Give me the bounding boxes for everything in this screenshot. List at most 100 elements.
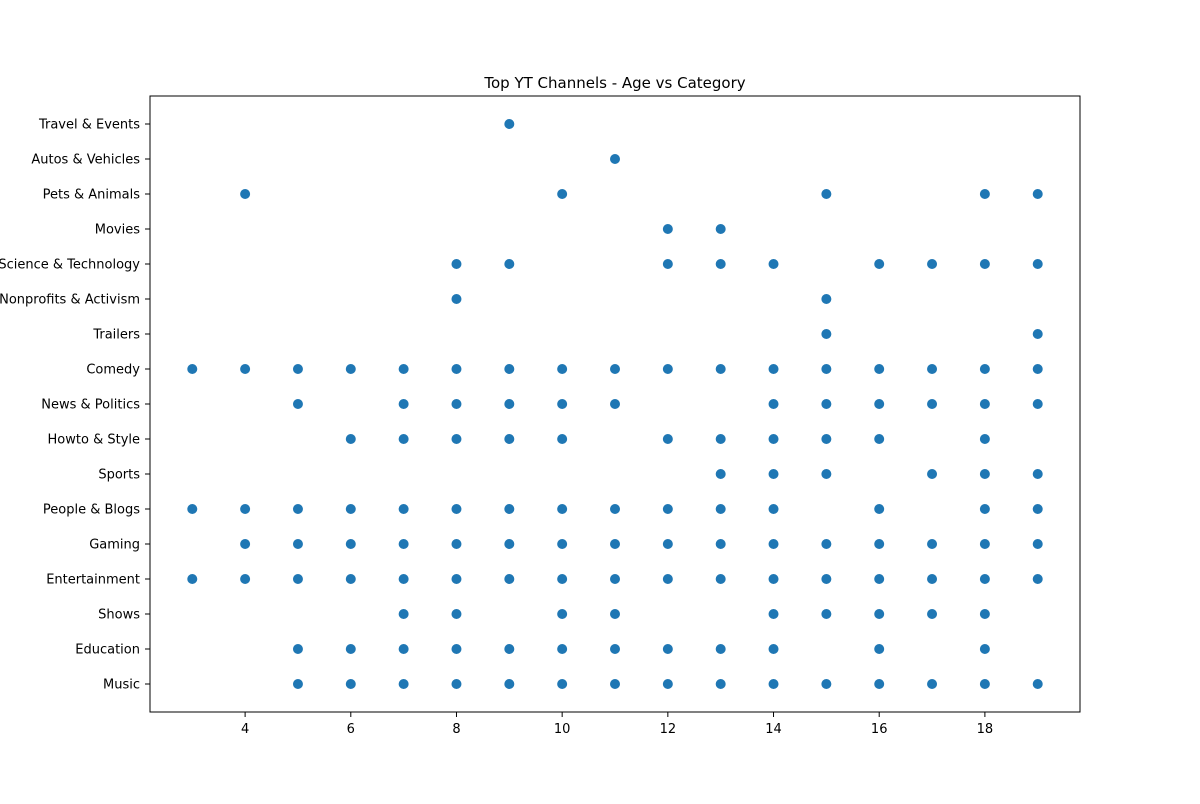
y-tick-label: Movies (95, 223, 140, 238)
scatter-point (662, 259, 673, 269)
scatter-point (768, 539, 779, 549)
y-tick-label: Gaming (89, 538, 140, 553)
scatter-point (768, 434, 779, 444)
scatter-point (398, 679, 409, 689)
scatter-point (557, 574, 568, 584)
scatter-point (398, 539, 409, 549)
scatter-point (979, 189, 990, 199)
scatter-point (821, 609, 832, 619)
scatter-point (557, 539, 568, 549)
scatter-point (292, 679, 303, 689)
scatter-point (610, 574, 620, 584)
scatter-point (1032, 399, 1043, 409)
scatter-point (821, 574, 832, 584)
x-tick-label: 16 (871, 722, 888, 737)
scatter-point (979, 504, 990, 514)
scatter-point (187, 574, 198, 584)
scatter-point (1032, 364, 1043, 374)
scatter-point (451, 399, 462, 409)
scatter-point (557, 644, 568, 654)
scatter-point (768, 364, 779, 374)
scatter-point (927, 679, 938, 689)
scatter-point (662, 504, 673, 514)
scatter-point (874, 679, 885, 689)
scatter-point (345, 364, 356, 374)
x-tick-label: 8 (452, 722, 460, 737)
scatter-point (715, 224, 726, 234)
scatter-point (979, 679, 990, 689)
scatter-point (504, 259, 515, 269)
scatter-point (398, 399, 409, 409)
scatter-point (768, 469, 779, 479)
scatter-point (451, 259, 462, 269)
scatter-point (504, 364, 515, 374)
scatter-point (451, 679, 462, 689)
scatter-point (979, 609, 990, 619)
x-tick-label: 4 (241, 722, 249, 737)
scatter-point (398, 574, 409, 584)
y-tick-label: Entertainment (46, 573, 140, 588)
y-tick-label: Travel & Events (38, 118, 140, 133)
scatter-point (768, 644, 779, 654)
x-tick-label: 10 (554, 722, 571, 737)
scatter-point (398, 434, 409, 444)
y-tick-label: News & Politics (41, 398, 140, 413)
scatter-point (662, 574, 673, 584)
scatter-point (504, 679, 515, 689)
scatter-point (927, 609, 938, 619)
scatter-point (662, 434, 673, 444)
scatter-point (610, 154, 620, 164)
scatter-point (292, 574, 303, 584)
scatter-point (715, 539, 726, 549)
scatter-point (874, 259, 885, 269)
scatter-point (662, 539, 673, 549)
scatter-point (715, 259, 726, 269)
data-points (187, 119, 1043, 689)
scatter-point (398, 644, 409, 654)
y-tick-label: Education (75, 643, 140, 658)
scatter-point (504, 504, 515, 514)
scatter-point (979, 469, 990, 479)
scatter-point (979, 399, 990, 409)
scatter-point (821, 399, 832, 409)
scatter-point (504, 399, 515, 409)
scatter-point (662, 224, 673, 234)
y-tick-label: Howto & Style (48, 433, 140, 448)
scatter-point (715, 644, 726, 654)
scatter-point (1032, 259, 1043, 269)
scatter-point (874, 364, 885, 374)
scatter-point (504, 119, 515, 129)
scatter-point (1032, 329, 1043, 339)
scatter-point (345, 679, 356, 689)
scatter-point (451, 434, 462, 444)
scatter-point (874, 434, 885, 444)
y-tick-label: Nonprofits & Activism (0, 293, 140, 308)
scatter-point (715, 364, 726, 374)
scatter-point (821, 329, 832, 339)
scatter-point (821, 189, 832, 199)
chart-title: Top YT Channels - Age vs Category (483, 74, 745, 92)
scatter-point (662, 644, 673, 654)
scatter-point (662, 364, 673, 374)
scatter-point (1032, 504, 1043, 514)
scatter-point (557, 399, 568, 409)
y-tick-label: Trailers (92, 328, 140, 343)
scatter-point (662, 679, 673, 689)
scatter-point (821, 364, 832, 374)
scatter-point (345, 644, 356, 654)
scatter-point (821, 679, 832, 689)
scatter-point (768, 609, 779, 619)
scatter-point (240, 504, 251, 514)
scatter-point (557, 504, 568, 514)
scatter-point (610, 504, 620, 514)
scatter-point (345, 574, 356, 584)
scatter-point (715, 504, 726, 514)
scatter-point (979, 364, 990, 374)
scatter-point (874, 504, 885, 514)
scatter-point (821, 294, 832, 304)
scatter-point (821, 539, 832, 549)
scatter-point (610, 539, 620, 549)
scatter-point (821, 434, 832, 444)
scatter-point (768, 574, 779, 584)
